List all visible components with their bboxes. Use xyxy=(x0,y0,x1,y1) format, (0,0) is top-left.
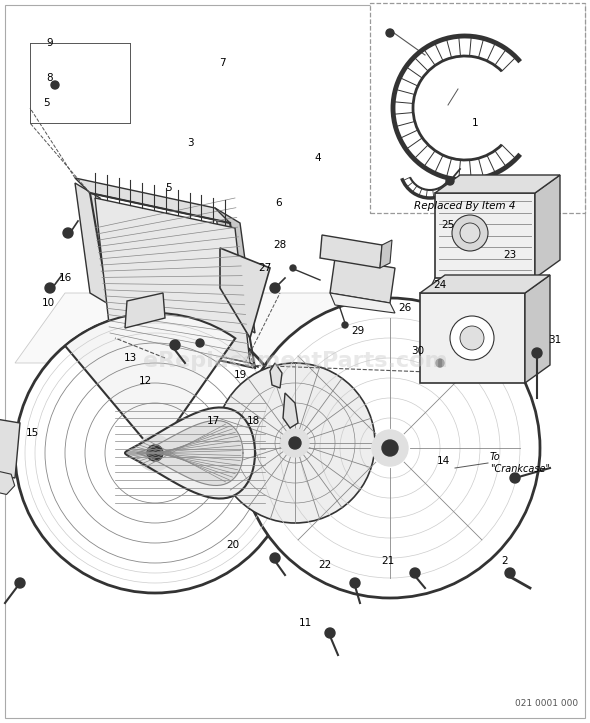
Circle shape xyxy=(290,265,296,271)
Text: 10: 10 xyxy=(41,298,54,308)
Polygon shape xyxy=(95,198,250,363)
Text: 6: 6 xyxy=(276,198,282,208)
Text: 4: 4 xyxy=(314,153,322,163)
Text: 26: 26 xyxy=(398,303,412,313)
Text: 23: 23 xyxy=(503,250,517,260)
Polygon shape xyxy=(525,275,550,383)
Polygon shape xyxy=(75,183,115,308)
Text: 29: 29 xyxy=(352,326,365,336)
Circle shape xyxy=(410,568,420,578)
Circle shape xyxy=(289,437,301,449)
Circle shape xyxy=(215,363,375,523)
Bar xyxy=(370,3,585,213)
Text: 2: 2 xyxy=(502,556,509,566)
Text: 22: 22 xyxy=(319,560,332,570)
Text: 8: 8 xyxy=(47,73,53,83)
Polygon shape xyxy=(270,363,282,388)
Text: 13: 13 xyxy=(123,353,137,363)
Text: 31: 31 xyxy=(548,335,562,345)
Circle shape xyxy=(170,340,180,350)
Text: 18: 18 xyxy=(247,416,260,426)
Polygon shape xyxy=(435,193,535,278)
Polygon shape xyxy=(0,418,20,478)
Text: 11: 11 xyxy=(299,618,312,628)
Polygon shape xyxy=(125,293,165,328)
Text: 14: 14 xyxy=(437,456,450,466)
Text: 15: 15 xyxy=(25,428,38,438)
Polygon shape xyxy=(535,175,560,278)
Circle shape xyxy=(505,568,515,578)
Polygon shape xyxy=(215,208,255,333)
Text: 3: 3 xyxy=(186,138,194,148)
Text: 17: 17 xyxy=(206,416,219,426)
Circle shape xyxy=(372,430,408,466)
Text: 12: 12 xyxy=(139,376,152,386)
Polygon shape xyxy=(283,393,298,428)
Text: 9: 9 xyxy=(47,38,53,48)
Text: 16: 16 xyxy=(58,273,71,283)
Circle shape xyxy=(450,316,494,360)
Polygon shape xyxy=(137,421,243,485)
Text: 27: 27 xyxy=(258,263,271,273)
Text: eReplacementParts.com: eReplacementParts.com xyxy=(143,351,447,371)
Circle shape xyxy=(342,322,348,328)
Circle shape xyxy=(137,435,173,471)
Circle shape xyxy=(446,177,454,185)
Text: 25: 25 xyxy=(441,220,455,230)
Circle shape xyxy=(45,283,55,293)
Text: 24: 24 xyxy=(434,280,447,290)
Circle shape xyxy=(325,628,335,638)
Text: 30: 30 xyxy=(411,346,425,356)
Text: 1: 1 xyxy=(471,118,478,128)
Circle shape xyxy=(350,578,360,588)
Polygon shape xyxy=(330,293,395,313)
Circle shape xyxy=(452,215,488,251)
Polygon shape xyxy=(125,408,255,499)
Text: 19: 19 xyxy=(234,370,247,380)
Circle shape xyxy=(382,440,398,456)
Polygon shape xyxy=(330,258,395,303)
Text: To
"Crankcase": To "Crankcase" xyxy=(490,452,550,474)
Polygon shape xyxy=(320,235,382,268)
Polygon shape xyxy=(380,240,392,268)
Circle shape xyxy=(460,326,484,350)
Text: 021 0001 000: 021 0001 000 xyxy=(515,699,578,708)
Polygon shape xyxy=(15,293,370,363)
Circle shape xyxy=(532,348,542,358)
Circle shape xyxy=(460,223,480,243)
Text: 5: 5 xyxy=(44,98,50,108)
Polygon shape xyxy=(420,275,550,293)
Polygon shape xyxy=(75,178,230,223)
Circle shape xyxy=(510,473,520,483)
Circle shape xyxy=(51,81,59,89)
Text: Replaced By Item 4: Replaced By Item 4 xyxy=(414,201,516,211)
Circle shape xyxy=(147,445,163,461)
Wedge shape xyxy=(65,313,235,453)
Circle shape xyxy=(270,283,280,293)
Polygon shape xyxy=(435,175,560,193)
Circle shape xyxy=(270,553,280,563)
Polygon shape xyxy=(220,248,270,338)
Circle shape xyxy=(63,228,73,238)
Text: 5: 5 xyxy=(165,183,171,193)
Text: 28: 28 xyxy=(273,240,287,250)
Text: 21: 21 xyxy=(381,556,395,566)
Polygon shape xyxy=(420,293,525,383)
Circle shape xyxy=(240,298,540,598)
Circle shape xyxy=(436,359,444,367)
Circle shape xyxy=(196,339,204,347)
Circle shape xyxy=(15,313,295,593)
Circle shape xyxy=(281,429,309,457)
Text: 7: 7 xyxy=(219,58,225,68)
Circle shape xyxy=(386,29,394,37)
Circle shape xyxy=(15,578,25,588)
Text: 20: 20 xyxy=(227,540,240,550)
